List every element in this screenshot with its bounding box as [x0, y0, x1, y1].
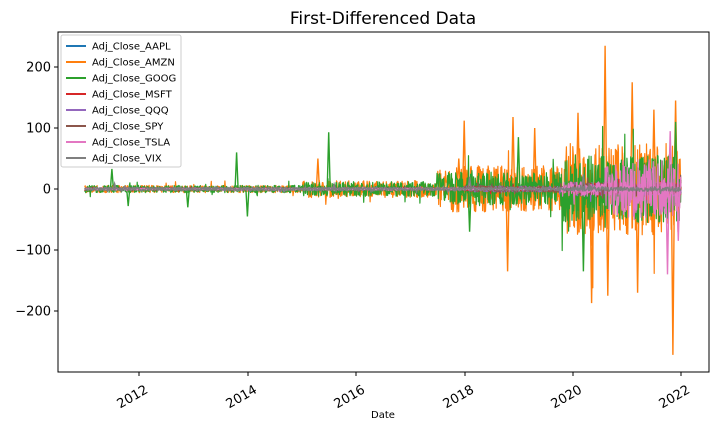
x-tick-label: 2020	[549, 383, 585, 413]
legend-label: Adj_Close_MSFT	[92, 90, 173, 101]
legend-box	[60, 34, 182, 168]
plot-frame	[57, 31, 710, 373]
series-spike	[234, 152, 239, 190]
y-tick-label: −100	[15, 244, 51, 259]
series-spike	[505, 188, 510, 272]
series-spike	[331, 181, 337, 190]
legend-item: Adj_Close_SPY	[66, 122, 164, 133]
legend-item: Adj_Close_AAPL	[66, 42, 171, 53]
x-axis-label: Date	[371, 410, 395, 421]
series-spike	[665, 188, 670, 275]
legend-item: Adj_Close_QQQ	[66, 106, 169, 117]
legend-label: Adj_Close_AAPL	[92, 42, 171, 53]
series-spike	[581, 188, 586, 272]
legend-label: Adj_Close_QQQ	[92, 106, 169, 117]
x-tick-label: 2022	[657, 383, 693, 413]
series-adj-close-vix	[84, 174, 682, 195]
chart-title: First-Differenced Data	[290, 9, 476, 29]
x-tick-label: 2012	[115, 383, 151, 413]
legend-item: Adj_Close_AMZN	[66, 58, 175, 69]
x-tick-label: 2014	[224, 383, 260, 413]
series-layer	[84, 45, 682, 355]
y-axis-ticks: −200 −100 0 100 200	[15, 61, 58, 320]
series-spike	[112, 180, 117, 190]
series-spike	[673, 121, 678, 190]
series-spike	[605, 188, 610, 296]
series-spike	[467, 188, 472, 232]
series-spike	[126, 188, 131, 207]
series-spike	[575, 112, 581, 190]
series-spike	[462, 120, 467, 190]
series-spike	[581, 174, 586, 190]
series-spike	[315, 158, 321, 190]
legend-items: Adj_Close_AAPL Adj_Close_AMZN Adj_Close_GO…	[66, 42, 176, 165]
x-axis-ticks: 2012 2014 2016 2018 2020 2022	[115, 372, 693, 412]
series-spike	[532, 127, 537, 190]
y-tick-label: 0	[43, 183, 51, 198]
series-spike	[668, 131, 673, 190]
legend-item: Adj_Close_VIX	[66, 154, 162, 165]
legend-label: Adj_Close_VIX	[92, 154, 162, 165]
legend-item: Adj_Close_TSLA	[66, 138, 170, 149]
series-spike	[467, 176, 472, 190]
series-spike	[516, 137, 521, 190]
y-tick-label: −200	[15, 305, 51, 320]
series-spike	[589, 188, 594, 304]
x-tick-label: 2018	[441, 383, 477, 413]
series-spike	[245, 188, 250, 217]
series-adj-close-goog	[84, 121, 682, 272]
legend-label: Adj_Close_GOOG	[92, 74, 176, 85]
series-spike	[510, 116, 516, 190]
y-tick-label: 200	[26, 61, 51, 76]
legend-item: Adj_Close_GOOG	[66, 74, 176, 85]
series-spike	[326, 132, 331, 190]
series-spike	[635, 188, 640, 293]
series-spike	[602, 45, 608, 190]
legend: Adj_Close_AAPL Adj_Close_AMZN Adj_Close_GO…	[60, 34, 182, 168]
x-tick-label: 2016	[332, 383, 368, 413]
legend-item: Adj_Close_MSFT	[66, 90, 173, 101]
series-spike	[670, 188, 676, 355]
legend-label: Adj_Close_SPY	[92, 122, 164, 133]
series-spike	[185, 188, 190, 208]
series-spike	[109, 168, 115, 190]
legend-label: Adj_Close_TSLA	[92, 138, 170, 149]
series-spike	[676, 188, 681, 241]
legend-label: Adj_Close_AMZN	[92, 58, 175, 69]
y-tick-label: 100	[26, 122, 51, 137]
